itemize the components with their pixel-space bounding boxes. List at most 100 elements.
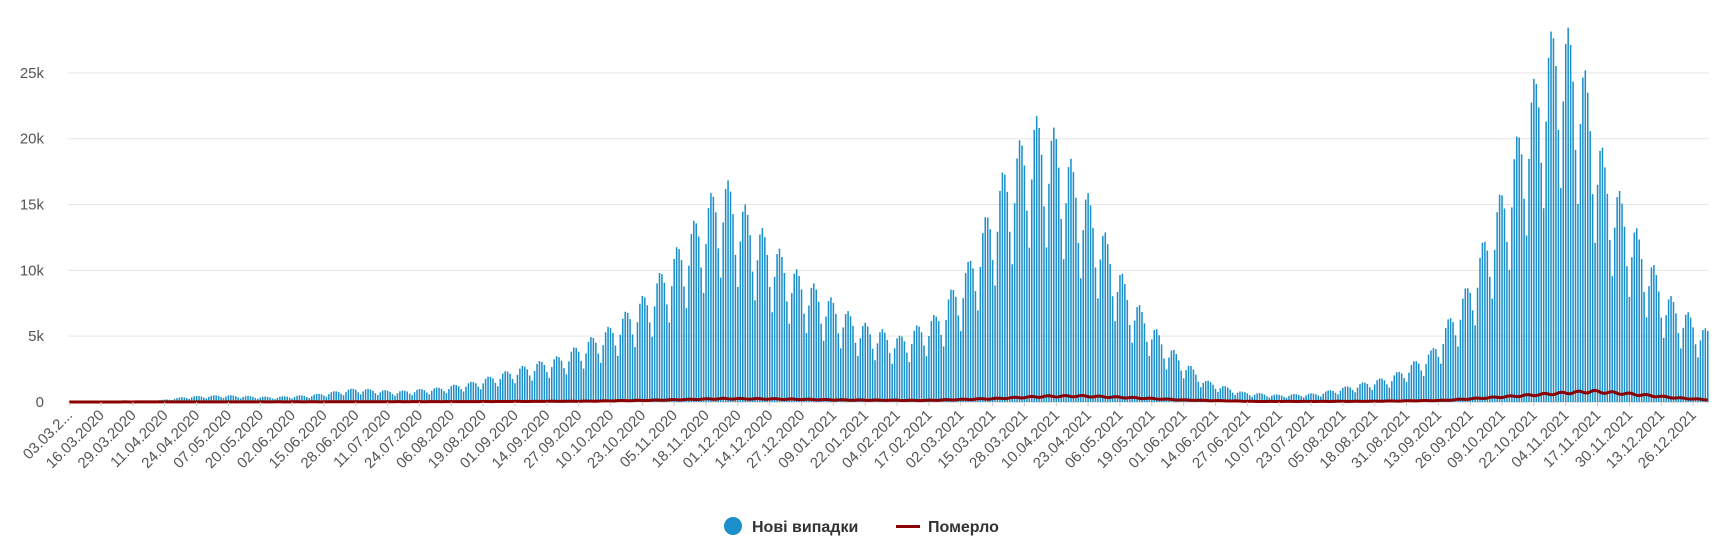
new-cases-bar [984,217,987,402]
new-cases-bar [1234,394,1236,402]
new-cases-bar [590,337,592,402]
new-cases-bar [359,394,362,402]
new-cases-bar [352,388,355,402]
new-cases-bar [746,214,749,402]
new-cases-bar [1187,365,1190,402]
new-cases-bar [235,396,237,402]
new-cases-bar [656,283,658,402]
legend-item-deaths[interactable]: Померло [896,519,999,536]
new-cases-bar [1462,298,1464,402]
new-cases-bar [303,395,306,402]
new-cases-bar [663,282,666,402]
legend-item-new-cases[interactable]: Нові випадки [724,517,858,536]
new-cases-bar [1006,191,1009,402]
new-cases-bar [673,258,675,402]
new-cases-bar [768,287,771,402]
new-cases-bar [377,395,379,402]
new-cases-bar [842,327,844,402]
new-cases-bar [472,382,475,402]
new-cases-bar [369,389,372,402]
new-cases-bar [1307,393,1310,402]
new-cases-bar [1080,278,1082,402]
new-cases-bar [1175,354,1178,402]
new-cases-bar [636,322,639,402]
new-cases-bar [881,329,884,402]
new-cases-bar [1305,395,1307,402]
new-cases-bar [653,306,656,402]
new-cases-bar [1013,203,1016,402]
new-cases-bar [1476,287,1479,402]
new-cases-bar [313,394,315,402]
new-cases-bar [690,234,693,402]
new-cases-bar [844,314,847,402]
new-cases-bar [252,396,254,402]
new-cases-bar [1430,350,1432,402]
new-cases-bar [1604,167,1606,402]
new-cases-bar [1339,390,1342,402]
new-cases-bar [1011,264,1013,402]
new-cases-bar [428,394,431,402]
new-cases-bar [1577,203,1579,402]
new-cases-bar [479,389,482,402]
new-cases-bar [744,204,746,402]
new-cases-bar [504,371,506,402]
new-cases-bar [697,236,700,402]
new-cases-bar [318,393,320,402]
new-cases-bar [1381,378,1383,402]
new-cases-bar [1062,259,1065,402]
new-cases-bar [1680,348,1682,402]
new-cases-bar [1261,393,1263,402]
new-cases-bar [413,392,416,402]
new-cases-bar [1653,265,1655,402]
new-cases-bar [641,295,644,402]
new-cases-bar [1346,386,1349,402]
new-cases-bar [1001,172,1004,402]
new-cases-bar [247,395,249,402]
new-cases-bar [1503,208,1506,402]
new-cases-bar [982,233,984,402]
new-cases-bar [342,395,345,402]
new-cases-bar [925,356,928,402]
new-cases-bar [1040,154,1043,402]
new-cases-bar [805,333,808,402]
new-cases-bar [1023,165,1026,402]
new-cases-bar [477,386,480,402]
new-cases-bar [514,383,516,402]
new-cases-bar [421,389,423,402]
new-cases-bar [680,260,683,402]
new-cases-bar [1606,193,1609,402]
new-cases-bar [1087,193,1089,402]
new-cases-bar [1271,395,1273,402]
new-cases-bar [1631,257,1633,402]
new-cases-bar [920,332,923,402]
new-cases-bar [1665,315,1667,402]
new-cases-bar [707,208,710,402]
new-cases-bar [521,366,524,402]
new-cases-bar [568,361,570,402]
new-cases-bar [803,313,805,402]
new-cases-bar [176,397,178,402]
new-cases-bar [178,397,181,402]
new-cases-bar [712,196,715,402]
new-cases-bar [1065,203,1067,402]
new-cases-bar [1481,242,1484,402]
new-cases-bar [1373,384,1376,402]
new-cases-bar [440,388,443,402]
new-cases-bar [190,397,193,402]
new-cases-bar [898,335,901,402]
new-cases-bar [1523,198,1525,402]
new-cases-bar [764,237,766,402]
legend-label-new-cases: Нові випадки [752,519,858,536]
legend-marker-deaths [896,525,920,528]
new-cases-bar [367,388,369,402]
new-cases-bar [695,223,697,402]
new-cases-bar [1418,363,1420,402]
new-cases-bar [781,256,783,402]
new-cases-bar [837,333,840,402]
new-cases-bar [1513,159,1516,402]
new-cases-bar [531,380,533,402]
new-cases-bar [1121,273,1124,402]
new-cases-bar [1168,357,1170,402]
new-cases-bar [639,303,641,402]
